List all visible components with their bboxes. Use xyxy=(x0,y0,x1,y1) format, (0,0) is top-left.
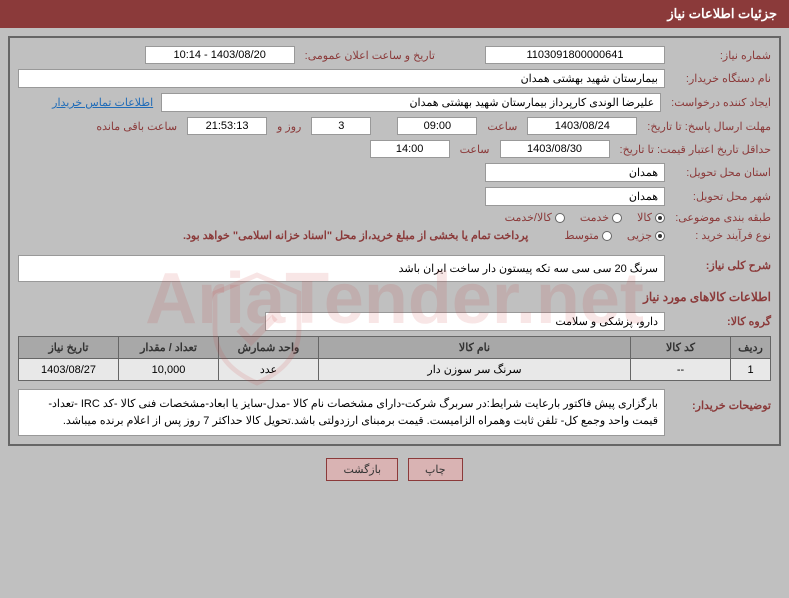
radio-goods[interactable]: کالا xyxy=(637,211,665,224)
table-row: 1 -- سرنگ سر سوزن دار عدد 10,000 1403/08… xyxy=(19,359,771,381)
td-row: 1 xyxy=(731,359,771,381)
back-button[interactable]: بازگشت xyxy=(326,458,398,481)
radio-service[interactable]: خدمت xyxy=(580,211,622,224)
label-category: طبقه بندی موضوعی: xyxy=(671,211,771,224)
row-city: شهر محل تحویل: همدان xyxy=(18,187,771,206)
field-time-countdown: 21:53:13 xyxy=(187,117,267,135)
label-price-validity: حداقل تاریخ اعتبار قیمت: تا تاریخ: xyxy=(616,143,771,156)
radio-label-goods-service: کالا/خدمت xyxy=(505,211,552,224)
th-row: ردیف xyxy=(731,337,771,359)
header-title: جزئیات اطلاعات نیاز xyxy=(667,6,777,21)
row-need-number: شماره نیاز: 1103091800000641 تاریخ و ساع… xyxy=(18,46,771,64)
row-response-deadline: مهلت ارسال پاسخ: تا تاریخ: 1403/08/24 سا… xyxy=(18,117,771,135)
label-response-deadline: مهلت ارسال پاسخ: تا تاریخ: xyxy=(643,120,771,133)
th-item-name: نام کالا xyxy=(319,337,631,359)
field-buyer-org: بیمارستان شهید بهشتی همدان xyxy=(18,69,665,88)
label-description: شرح کلی نیاز: xyxy=(671,255,771,272)
th-quantity: تعداد / مقدار xyxy=(119,337,219,359)
buttons-row: چاپ بازگشت xyxy=(0,458,789,481)
field-requester: علیرضا الوندی کارپرداز بیمارستان شهید به… xyxy=(161,93,661,112)
radio-dot-medium xyxy=(602,231,612,241)
th-unit: واحد شمارش xyxy=(219,337,319,359)
th-need-date: تاریخ نیاز xyxy=(19,337,119,359)
td-need-date: 1403/08/27 xyxy=(19,359,119,381)
label-item-group: گروه کالا: xyxy=(671,315,771,328)
row-requester: ایجاد کننده درخواست: علیرضا الوندی کارپر… xyxy=(18,93,771,112)
print-button[interactable]: چاپ xyxy=(408,458,463,481)
payment-note: پرداخت تمام یا بخشی از مبلغ خرید،از محل … xyxy=(183,229,528,242)
radio-dot-goods-service xyxy=(555,213,565,223)
label-purchase-process: نوع فرآیند خرید : xyxy=(671,229,771,242)
radio-dot-minor xyxy=(655,231,665,241)
td-item-name: سرنگ سر سوزن دار xyxy=(319,359,631,381)
td-quantity: 10,000 xyxy=(119,359,219,381)
radio-dot-service xyxy=(612,213,622,223)
field-announcement-date: 1403/08/20 - 10:14 xyxy=(145,46,295,64)
label-requester: ایجاد کننده درخواست: xyxy=(667,96,771,109)
label-city: شهر محل تحویل: xyxy=(671,190,771,203)
label-buyer-org: نام دستگاه خریدار: xyxy=(671,72,771,85)
field-days-remaining: 3 xyxy=(311,117,371,135)
field-description: سرنگ 20 سی سی سه تکه پیستون دار ساخت ایر… xyxy=(18,255,665,282)
row-price-validity: حداقل تاریخ اعتبار قیمت: تا تاریخ: 1403/… xyxy=(18,140,771,158)
items-table: ردیف کد کالا نام کالا واحد شمارش تعداد /… xyxy=(18,336,771,381)
field-price-validity-time: 14:00 xyxy=(370,140,450,158)
label-need-number: شماره نیاز: xyxy=(671,49,771,62)
row-buyer-org: نام دستگاه خریدار: بیمارستان شهید بهشتی … xyxy=(18,69,771,88)
radio-medium[interactable]: متوسط xyxy=(564,229,612,242)
th-item-code: کد کالا xyxy=(631,337,731,359)
radio-label-medium: متوسط xyxy=(564,229,599,242)
field-item-group: دارو، پزشکی و سلامت xyxy=(265,312,665,331)
label-time-2: ساعت xyxy=(456,143,494,156)
main-container: جزئیات اطلاعات نیاز شماره نیاز: 11030918… xyxy=(0,0,789,481)
row-purchase-process: نوع فرآیند خرید : جزیی متوسط پرداخت تمام… xyxy=(18,229,771,242)
field-buyer-notes: بارگزاری پیش فاکتور بارعایت شرایط:در سرب… xyxy=(18,389,665,436)
header-bar: جزئیات اطلاعات نیاز xyxy=(0,0,789,28)
radio-label-service: خدمت xyxy=(580,211,609,224)
contact-link[interactable]: اطلاعات تماس خریدار xyxy=(50,94,155,111)
process-radio-group: جزیی متوسط xyxy=(564,229,665,242)
field-response-date: 1403/08/24 xyxy=(527,117,637,135)
radio-label-minor: جزیی xyxy=(627,229,652,242)
radio-dot-goods xyxy=(655,213,665,223)
td-item-code: -- xyxy=(631,359,731,381)
category-radio-group: کالا خدمت کالا/خدمت xyxy=(505,211,665,224)
field-response-time: 09:00 xyxy=(397,117,477,135)
label-days-and: روز و xyxy=(273,120,305,133)
items-info-title: اطلاعات کالاهای مورد نیاز xyxy=(18,290,771,304)
field-need-number: 1103091800000641 xyxy=(485,46,665,64)
radio-minor[interactable]: جزیی xyxy=(627,229,665,242)
row-description: شرح کلی نیاز: سرنگ 20 سی سی سه تکه پیستو… xyxy=(18,255,771,282)
label-time-1: ساعت xyxy=(483,120,521,133)
content-wrapper: شماره نیاز: 1103091800000641 تاریخ و ساع… xyxy=(8,36,781,446)
field-city: همدان xyxy=(485,187,665,206)
radio-label-goods: کالا xyxy=(637,211,652,224)
field-province: همدان xyxy=(485,163,665,182)
radio-goods-service[interactable]: کالا/خدمت xyxy=(505,211,565,224)
buyer-notes-row: توضیحات خریدار: بارگزاری پیش فاکتور بارع… xyxy=(18,389,771,436)
table-header-row: ردیف کد کالا نام کالا واحد شمارش تعداد /… xyxy=(19,337,771,359)
label-announcement-date: تاریخ و ساعت اعلان عمومی: xyxy=(301,49,439,62)
row-item-group: گروه کالا: دارو، پزشکی و سلامت xyxy=(18,312,771,331)
label-time-remaining: ساعت باقی مانده xyxy=(92,120,181,133)
label-buyer-notes: توضیحات خریدار: xyxy=(671,389,771,412)
label-province: استان محل تحویل: xyxy=(671,166,771,179)
row-province: استان محل تحویل: همدان xyxy=(18,163,771,182)
field-price-validity-date: 1403/08/30 xyxy=(500,140,610,158)
td-unit: عدد xyxy=(219,359,319,381)
row-category: طبقه بندی موضوعی: کالا خدمت کالا/خدمت xyxy=(18,211,771,224)
